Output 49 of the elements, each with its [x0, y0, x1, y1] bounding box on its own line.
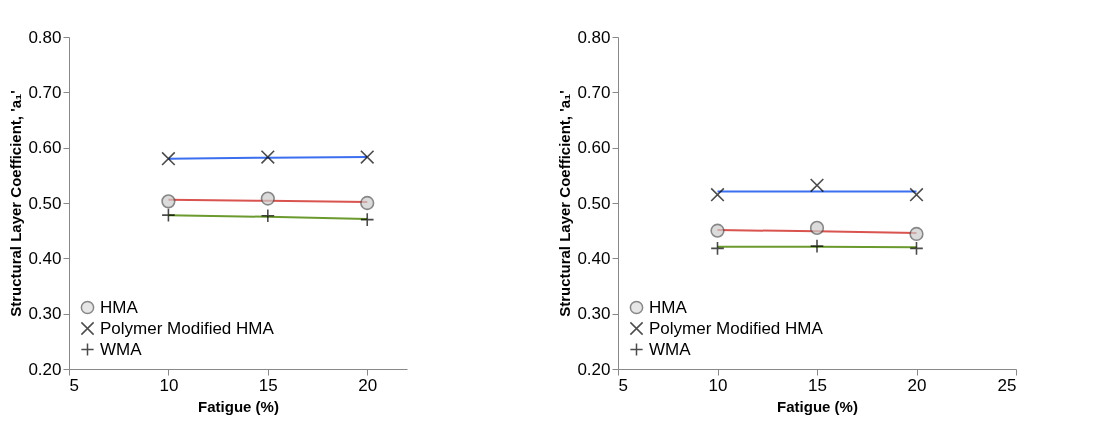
x-tick-label: 20 — [907, 375, 927, 395]
y-tick-label: 0.30 — [577, 304, 611, 324]
y-tick-label: 0.60 — [577, 138, 611, 158]
y-axis-title: Structural Layer Coefficient, 'a₁' — [556, 90, 574, 317]
y-tick-label: 0.60 — [28, 138, 62, 158]
y-tick-label: 0.70 — [28, 82, 62, 102]
x-tick-label: 10 — [159, 375, 179, 395]
point — [360, 212, 375, 227]
x-tick-label: 10 — [708, 375, 728, 395]
point — [710, 223, 725, 238]
y-tick-label: 0.30 — [28, 304, 62, 324]
legend-label: HMA — [649, 297, 688, 317]
point — [360, 195, 375, 211]
point — [909, 187, 924, 202]
point — [809, 178, 825, 193]
legend-label: Polymer Modified HMA — [100, 318, 275, 338]
legend-label: HMA — [100, 297, 139, 317]
x-tick-label: 20 — [358, 375, 378, 395]
point — [161, 194, 176, 209]
y-tick-label: 0.20 — [28, 359, 62, 379]
point — [161, 151, 176, 166]
y-tick-label: 0.70 — [577, 82, 611, 102]
x-tick-label: 15 — [258, 375, 278, 395]
y-axis-title: Structural Layer Coefficient, 'a₁' — [7, 90, 25, 317]
legend-label: WMA — [100, 339, 143, 359]
point — [809, 220, 825, 236]
legend-label: Polymer Modified HMA — [649, 318, 824, 338]
y-tick-label: 0.50 — [577, 193, 611, 213]
point — [710, 241, 725, 256]
y-tick-label: 0.40 — [577, 248, 611, 268]
y-tick-label: 0.80 — [577, 27, 611, 47]
point — [260, 149, 275, 165]
y-tick-label: 0.50 — [28, 193, 62, 213]
x-axis-title: Fatigue (%) — [777, 397, 858, 415]
point — [360, 149, 375, 165]
point — [161, 208, 176, 223]
y-tick-label: 0.40 — [28, 248, 62, 268]
x-axis-title: Fatigue (%) — [198, 397, 279, 415]
point — [710, 187, 725, 202]
y-tick-label: 0.20 — [577, 359, 611, 379]
point — [909, 226, 924, 242]
point — [909, 241, 924, 256]
legend-label: WMA — [649, 339, 692, 359]
point — [260, 191, 275, 206]
x-tick-label: 5 — [618, 375, 628, 395]
x-tick-label: 25 — [997, 375, 1017, 395]
y-tick-label: 0.80 — [28, 27, 62, 47]
x-tick-label: 15 — [808, 375, 827, 395]
x-tick-label: 5 — [69, 375, 79, 395]
